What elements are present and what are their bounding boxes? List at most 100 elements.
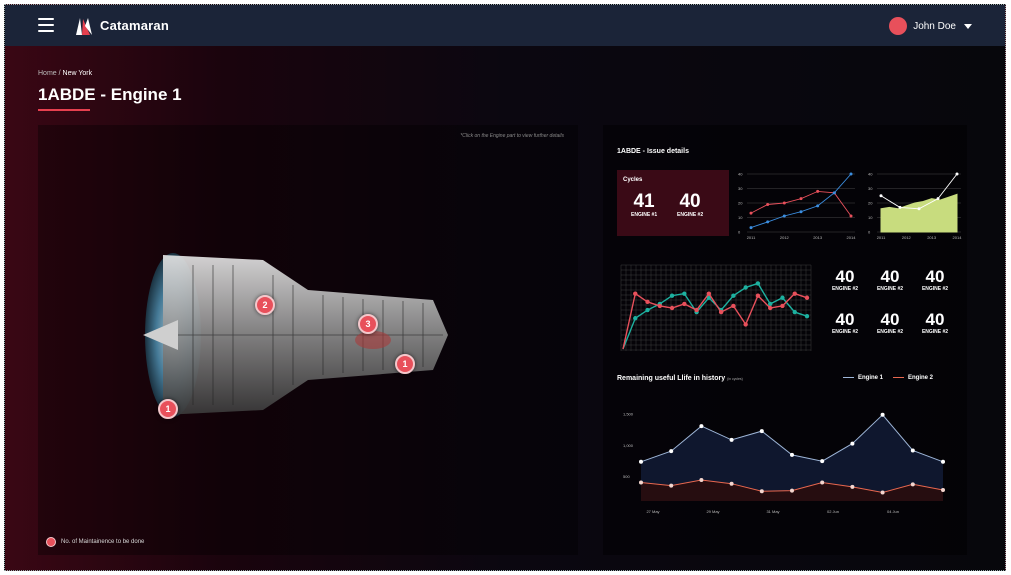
cycles-engine1-value: 41 [633, 191, 655, 212]
stat-tile: 40 ENGINE #2 [870, 267, 910, 293]
data-point [804, 314, 810, 319]
engine1-point [941, 459, 945, 464]
avatar[interactable] [889, 17, 908, 35]
series-line-blue [750, 173, 852, 229]
chevron-down-icon[interactable] [964, 23, 972, 29]
data-point [669, 305, 675, 311]
data-point [898, 205, 902, 209]
trend-line-chart [620, 264, 812, 351]
breadcrumb-current: New York [62, 70, 93, 77]
stat-value: 40 [835, 267, 855, 286]
data-point [849, 214, 853, 218]
issue-title: 1ABDE - Issue details [617, 148, 689, 155]
engine1-point [699, 424, 704, 429]
maintenance-marker-3[interactable]: 3 [358, 314, 378, 334]
data-point [749, 211, 753, 215]
stat-value: 40 [835, 310, 855, 329]
data-point [782, 214, 786, 218]
data-point [816, 189, 820, 193]
engine-panel: *Click on the Engine part to view furthe… [38, 125, 578, 555]
data-point [792, 291, 797, 296]
data-point [766, 202, 770, 206]
data-point [718, 309, 724, 315]
nose-cone-shape [143, 320, 178, 350]
engine1-point [850, 441, 855, 446]
data-point [879, 194, 883, 198]
stat-label: ENGINE #2 [876, 329, 904, 335]
legend-dot-icon [46, 537, 56, 547]
maintenance-legend: No. of Maintainence to be done [46, 537, 144, 547]
data-point [768, 305, 773, 311]
engine1-area [641, 414, 943, 493]
data-point [682, 291, 687, 296]
legend-engine2-label: Engine 2 [908, 375, 934, 381]
page-title: 1ABDE - Engine 1 [38, 85, 182, 104]
x-tick-label: 2011 [747, 235, 756, 240]
y-tick-label: 40 [868, 172, 873, 177]
rul-title-text: Remaining useful Llife in history [617, 375, 726, 382]
menu-icon[interactable] [38, 18, 54, 32]
maintenance-marker-2[interactable]: 2 [255, 295, 275, 315]
data-point [706, 291, 712, 296]
data-point [782, 201, 786, 205]
y-tick-label: 1,500 [623, 412, 634, 417]
data-point [657, 303, 662, 309]
engine2-point [669, 483, 674, 488]
brand-name[interactable]: Catamaran [100, 18, 169, 33]
engine2-point [910, 482, 915, 487]
series-line-teal [622, 282, 808, 350]
data-point [743, 322, 748, 327]
legend-engine1[interactable]: Engine 1 [843, 375, 883, 381]
cycles-engine1: 41 ENGINE #1 [631, 191, 657, 219]
engine1-point [790, 452, 794, 457]
engine2-point [941, 487, 945, 492]
x-tick-label: 2014 [847, 235, 857, 240]
legend-engine2[interactable]: Engine 2 [893, 375, 933, 381]
x-tick-label: 2012 [780, 235, 790, 240]
data-point [955, 172, 959, 176]
stat-value: 40 [925, 310, 945, 329]
data-point [731, 303, 736, 309]
rul-history-chart: 500 1,000 1,500 27 May 29 May 31 May 02 Jun 04 … [623, 412, 945, 514]
cycles-line-chart: 0 10 20 30 40 2011 2012 2013 2014 [738, 172, 857, 241]
breadcrumb-home[interactable]: Home [38, 70, 57, 77]
stat-value: 40 [880, 267, 900, 286]
series-area [880, 193, 958, 233]
issue-panel: 1ABDE - Issue details Cycles 41 ENGINE #… [603, 125, 967, 555]
data-point [645, 299, 650, 305]
data-point [755, 293, 761, 298]
legend-text: No. of Maintainence to be done [61, 539, 145, 545]
stat-label: ENGINE #2 [831, 286, 859, 292]
engine2-point [880, 490, 885, 495]
engine2-point [639, 480, 643, 485]
engine1-point [639, 459, 643, 464]
data-point [694, 307, 699, 313]
data-point [780, 303, 785, 309]
engine2-point [699, 477, 704, 482]
y-tick-label: 20 [738, 201, 743, 206]
data-point [766, 220, 770, 224]
rul-title: Remaining useful Llife in history (in cy… [617, 375, 743, 382]
stat-tile: 40 ENGINE #2 [915, 310, 955, 336]
data-point [849, 172, 853, 176]
maintenance-marker-1b[interactable]: 1 [395, 354, 415, 374]
data-point [799, 210, 803, 214]
stat-label: ENGINE #2 [876, 286, 904, 292]
stat-label: ENGINE #2 [831, 329, 859, 335]
title-underline [38, 109, 90, 111]
data-point [816, 204, 820, 208]
data-point [706, 295, 712, 300]
x-tick-label: 2012 [902, 235, 912, 240]
engine-illustration[interactable] [133, 245, 453, 425]
x-tick-label: 2014 [953, 235, 963, 240]
engine1-point [880, 412, 885, 417]
data-point [682, 301, 687, 307]
user-name[interactable]: John Doe [913, 20, 956, 32]
data-point [792, 309, 797, 315]
stat-tile: 40 ENGINE #2 [825, 267, 865, 293]
stat-tile: 40 ENGINE #2 [825, 310, 865, 336]
y-tick-label: 10 [738, 215, 743, 220]
user-menu[interactable]: John Doe [889, 17, 972, 35]
maintenance-marker-1a[interactable]: 1 [158, 399, 178, 419]
stat-label: ENGINE #2 [921, 286, 949, 292]
